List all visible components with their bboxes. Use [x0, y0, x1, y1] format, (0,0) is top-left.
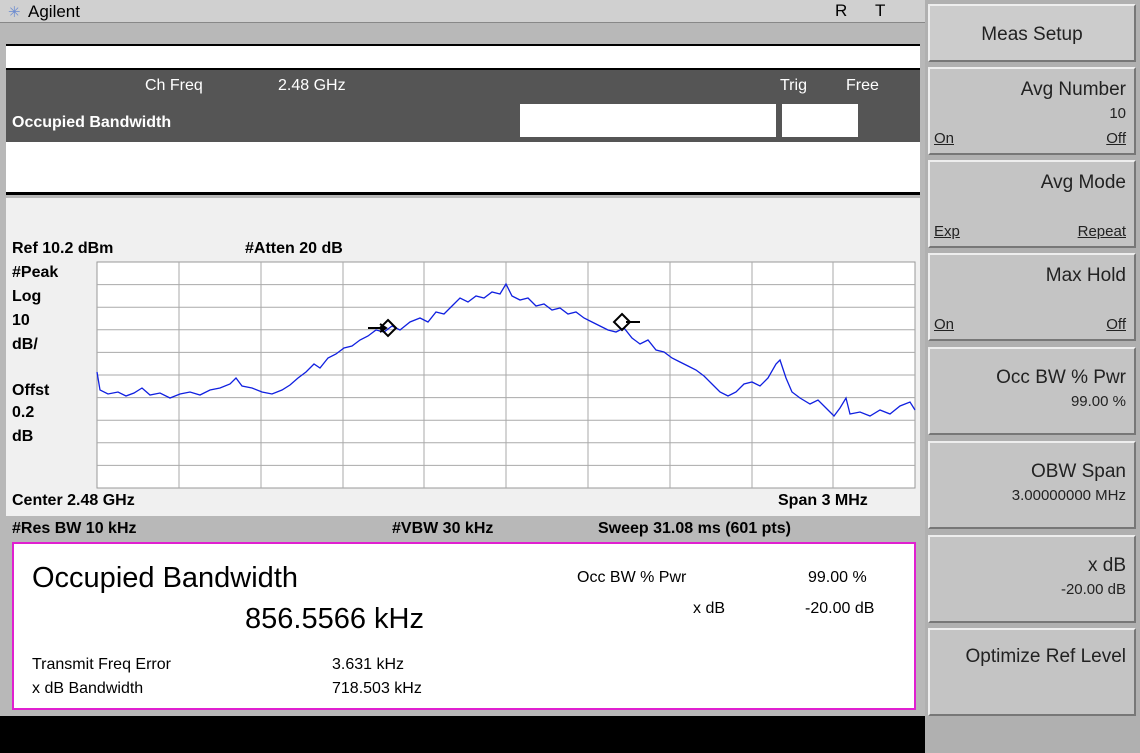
occ-bw-value: 99.00 % [808, 569, 867, 586]
result-label: Transmit Freq Error [32, 656, 171, 673]
scale-label: Log [12, 288, 42, 305]
softkey-option: Exp [934, 223, 960, 240]
softkey-label: OBW Span [1030, 461, 1126, 482]
softkey[interactable]: Avg Number 10 On Off [928, 67, 1136, 155]
sweep: Sweep 31.08 ms (601 pts) [598, 520, 791, 537]
status: T [875, 1, 886, 20]
ref-level: Ref 10.2 dBm [12, 240, 114, 257]
xdb-label: x dB [693, 600, 726, 617]
ch-freq-label: Ch Freq [145, 77, 203, 94]
center-freq: Center 2.48 GHz [12, 492, 135, 509]
softkey-option: Off [1106, 130, 1126, 147]
softkey[interactable]: x dB -20.00 dB [928, 535, 1136, 623]
softkey-label: Occ BW % Pwr [996, 367, 1126, 388]
top-bar [0, 0, 925, 23]
softkey[interactable]: OBW Span 3.00000000 MHz [928, 441, 1136, 529]
softkey-value: -20.00 dB [1060, 581, 1126, 598]
softkey-label: x dB [1087, 555, 1126, 576]
softkey-value: 10 [1109, 105, 1126, 122]
softkey[interactable]: Avg Mode Exp Repeat [928, 160, 1136, 248]
status: R [835, 1, 848, 20]
trace [96, 282, 916, 417]
measurement-title: Occupied Bandwidth [12, 114, 172, 131]
result-value: 718.503 kHz [332, 680, 422, 697]
softkey[interactable]: Occ BW % Pwr 99.00 % [928, 347, 1136, 435]
xdb-value: -20.00 dB [805, 600, 875, 617]
span: Span 3 MHz [778, 492, 868, 509]
res-bw: #Res BW 10 kHz [12, 520, 137, 537]
softkey-label: Optimize Ref Level [965, 646, 1126, 667]
message-bar [6, 142, 920, 195]
trig-value: Free [846, 77, 879, 94]
spectrum-plot [96, 261, 916, 489]
input-bar [6, 44, 920, 71]
trig-label: Trig [780, 77, 807, 94]
logo-icon: ✳ [8, 4, 21, 21]
softkey-label: Avg Number [1020, 79, 1126, 100]
graticule [96, 261, 916, 489]
status-box [520, 104, 776, 137]
softkey[interactable]: Max Hold On Off [928, 253, 1136, 341]
ch-freq-value: 2.48 GHz [278, 77, 346, 94]
softkey[interactable]: Optimize Ref Level [928, 628, 1136, 716]
logo: Agilent [28, 2, 80, 21]
results-value: 856.5566 kHz [245, 603, 424, 635]
softkey-value: 3.00000000 MHz [1011, 487, 1126, 504]
softkey-label: Max Hold [1045, 265, 1126, 286]
scale-label: Offst [12, 382, 50, 399]
marker [368, 312, 640, 338]
occ-bw-label: Occ BW % Pwr [577, 569, 687, 586]
softkey-option: Repeat [1077, 223, 1126, 240]
attenuation: #Atten 20 dB [245, 240, 343, 257]
bottom-bar [0, 716, 925, 753]
vbw: #VBW 30 kHz [392, 520, 494, 537]
results-title: Occupied Bandwidth [32, 562, 298, 594]
results-box [12, 542, 916, 710]
softkey-option: Off [1106, 316, 1126, 333]
scale-label: 0.2 [12, 404, 35, 421]
status-box [782, 104, 858, 137]
scale-label: dB [12, 428, 34, 445]
scale-label: dB/ [12, 336, 38, 353]
scale-label: 10 [12, 312, 30, 329]
softkey-value: 99.00 % [1070, 393, 1126, 410]
menu-title: Meas Setup [928, 4, 1136, 62]
softkey-option: On [934, 130, 955, 147]
softkey-option: On [934, 316, 955, 333]
softkey-label: Avg Mode [1040, 172, 1126, 193]
scale-label: #Peak [12, 264, 59, 281]
menu-title-text: Meas Setup [981, 24, 1083, 45]
result-value: 3.631 kHz [332, 656, 405, 673]
result-label: x dB Bandwidth [32, 680, 144, 697]
